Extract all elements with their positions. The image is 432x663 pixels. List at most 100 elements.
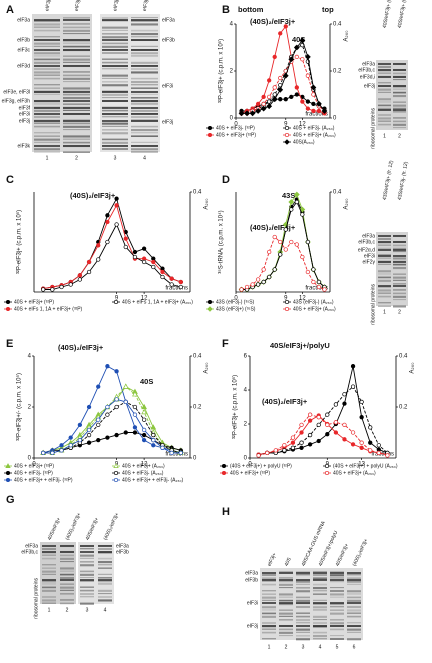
gel-band [63, 55, 90, 57]
gel-band [63, 81, 90, 83]
data-point [86, 432, 92, 438]
gel-band [378, 257, 391, 259]
gel-band [378, 292, 391, 294]
gel-band [98, 567, 112, 569]
gel-band [60, 561, 74, 563]
y2-tick-label: 0.4 [333, 22, 342, 28]
legend-swatch [324, 463, 330, 469]
data-point [321, 108, 328, 114]
data-point [305, 73, 311, 78]
gel-band [63, 138, 90, 140]
gel-band [34, 151, 60, 153]
gel-band [347, 580, 361, 583]
gel-band [279, 603, 293, 606]
data-point [114, 369, 119, 374]
gel-band [63, 77, 90, 80]
data-point [359, 415, 364, 420]
gel-band [393, 251, 406, 253]
data-point [294, 242, 299, 247]
gel-band [63, 119, 90, 121]
gel-band [378, 123, 391, 126]
gel-band [60, 567, 74, 570]
y-tick-label: 2 [28, 405, 32, 411]
band-label: eIF3d,i [360, 74, 375, 80]
legend-label: (40S + eIF3j+) + polyU (A₂₆₀) [333, 463, 398, 469]
gel-band [330, 587, 344, 589]
y2-tick-label: 0.2 [333, 69, 342, 75]
gel-band [131, 55, 158, 57]
data-point [305, 269, 311, 275]
legend-label: 40S + eIF3j+ (³²P) [14, 299, 54, 305]
legend-label: 40S + eIF3j+ (A₂₆₀) [122, 463, 165, 469]
gel-band [131, 29, 158, 32]
lane-number: 2 [75, 155, 78, 161]
gel-band [63, 19, 90, 21]
gel-band [378, 120, 391, 122]
panel-letter: H [222, 506, 230, 518]
gel-band [102, 113, 128, 115]
gel-band [34, 23, 60, 26]
data-point [151, 264, 156, 270]
gel-band [330, 603, 344, 606]
band-label: ribosomal proteins [370, 108, 376, 149]
gel-band [34, 135, 60, 137]
y2-tick-label: 0 [333, 116, 337, 122]
band-label: eIF3b [116, 549, 129, 555]
gel-band [378, 263, 391, 265]
gel-band [34, 141, 60, 143]
gel-band [378, 302, 391, 304]
band-label: eIF3a [17, 17, 30, 23]
band-label: eIF3a [25, 543, 38, 549]
gel-band [80, 554, 94, 557]
band-label: eIF3b,c [358, 239, 375, 245]
y2-axis-label: A₂₆₀ [204, 362, 210, 374]
gel-band [393, 111, 406, 113]
data-point [96, 438, 101, 443]
gel-band [131, 132, 158, 134]
data-point [299, 445, 304, 450]
legend-label: 40S(A₂₆₀) [293, 139, 315, 145]
gel-background [260, 568, 363, 640]
gel-band [63, 135, 90, 138]
gel-band [393, 79, 406, 81]
gel-band [279, 602, 293, 604]
gel-band [279, 625, 293, 627]
gel-band [80, 561, 94, 563]
data-point [376, 443, 381, 448]
gel-band [131, 135, 158, 137]
gel-band [102, 33, 128, 35]
lane-header: 40S [284, 556, 293, 567]
data-point [160, 269, 165, 275]
data-point [244, 284, 250, 290]
gel-band [63, 129, 90, 131]
gel-band [378, 109, 391, 111]
gel-band [347, 612, 361, 614]
lane-header: (40S)₂/eIF3j+ [65, 512, 83, 541]
data-point [59, 443, 64, 448]
lane-number: 1 [383, 133, 386, 139]
gel-band [34, 145, 60, 147]
band-label: eIF3j [247, 623, 258, 629]
gel-band [378, 114, 391, 116]
annotation: 40S/eIF3j+/polyU [270, 341, 330, 350]
data-point [316, 108, 322, 114]
data-point [261, 94, 266, 99]
data-point [114, 203, 119, 208]
x-axis-label: fractions [371, 452, 394, 458]
gel-band [330, 593, 344, 596]
legend-swatch [284, 139, 290, 145]
gel-band [60, 589, 74, 591]
band-label: eIF3b [17, 37, 30, 43]
data-line [43, 204, 181, 290]
y2-axis-label: A₂₆₀ [410, 362, 416, 374]
gel-band [393, 279, 406, 281]
annotation: (40S)₂/eIF3j+ [58, 343, 104, 352]
legend-label: 40S + eIFs 1, 1A + eIF3j+ (A₂₆₀) [122, 299, 193, 305]
lane-header: eIF3j- [112, 0, 120, 12]
data-line [241, 56, 325, 114]
gel-band [34, 84, 60, 86]
gel-band [296, 572, 310, 574]
annotation: bottom [238, 5, 264, 14]
